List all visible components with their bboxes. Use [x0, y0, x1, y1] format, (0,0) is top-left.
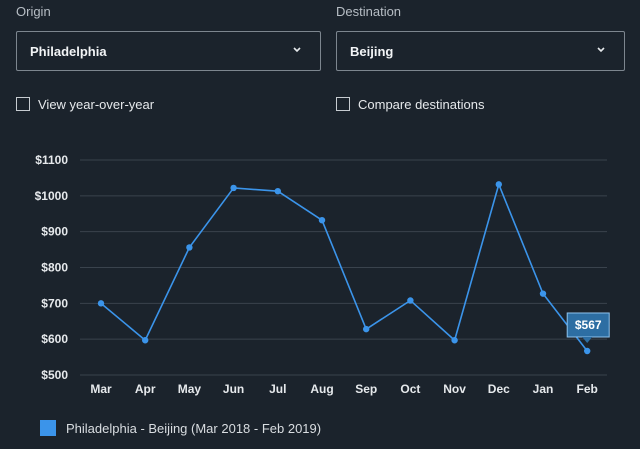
compare-destinations-checkbox[interactable]: [336, 97, 350, 111]
chart-legend: Philadelphia - Beijing (Mar 2018 - Feb 2…: [40, 420, 321, 436]
x-tick-label: Feb: [577, 382, 598, 396]
x-tick-label: Jul: [269, 382, 286, 396]
data-point: [274, 187, 281, 195]
y-tick-label: $900: [41, 225, 68, 239]
origin-value: Philadelphia: [30, 44, 107, 59]
data-point: [97, 300, 105, 307]
x-tick-label: Jun: [223, 382, 244, 396]
year-over-year-label: View year-over-year: [38, 96, 155, 112]
data-point: [451, 337, 458, 344]
year-over-year-option[interactable]: View year-over-year: [16, 95, 154, 113]
legend-swatch: [40, 420, 56, 436]
y-tick-label: $500: [41, 368, 68, 382]
data-point: [407, 297, 414, 304]
series-line: [100, 181, 588, 352]
data-point: [363, 325, 370, 333]
origin-select[interactable]: Philadelphia: [16, 31, 321, 71]
compare-destinations-option[interactable]: Compare destinations: [336, 95, 484, 113]
y-tick-label: $800: [41, 261, 68, 275]
tooltip-box: [566, 312, 610, 338]
x-tick-label: Aug: [310, 382, 333, 396]
data-point: [318, 217, 326, 224]
x-tick-label: Nov: [443, 382, 466, 396]
x-tick-label: Jan: [533, 382, 554, 396]
tooltip-pointer: [582, 336, 593, 343]
y-tick-label: $700: [41, 296, 68, 310]
x-tick-label: May: [178, 382, 202, 396]
chevron-down-icon: [293, 47, 301, 53]
data-point: [186, 244, 193, 251]
x-tick-label: Dec: [488, 382, 510, 396]
data-point: [584, 347, 591, 355]
data-point: [539, 290, 547, 297]
y-tick-label: $1000: [35, 189, 69, 203]
x-tick-label: Apr: [135, 382, 156, 396]
destination-value: Beijing: [350, 44, 394, 59]
y-tick-label: $600: [41, 332, 68, 346]
data-point: [142, 337, 149, 344]
price-chart: $500 $600 $700 $800 $900 $1000 $1100 Mar Apr May J…: [35, 153, 610, 396]
tooltip-text: $567: [575, 318, 602, 332]
year-over-year-checkbox[interactable]: [16, 97, 30, 111]
chevron-down-icon: [597, 47, 605, 53]
compare-destinations-label: Compare destinations: [358, 96, 485, 112]
x-tick-label: Mar: [90, 382, 112, 396]
x-tick-label: Oct: [400, 382, 420, 396]
y-tick-label: $1100: [35, 153, 68, 167]
legend-label: Philadelphia - Beijing (Mar 2018 - Feb 2…: [66, 420, 322, 436]
destination-label: Destination: [336, 4, 402, 19]
origin-label: Origin: [16, 4, 51, 19]
data-point: [230, 184, 237, 192]
x-tick-label: Sep: [355, 382, 377, 396]
data-point: [495, 181, 502, 188]
destination-select[interactable]: Beijing: [336, 31, 625, 71]
